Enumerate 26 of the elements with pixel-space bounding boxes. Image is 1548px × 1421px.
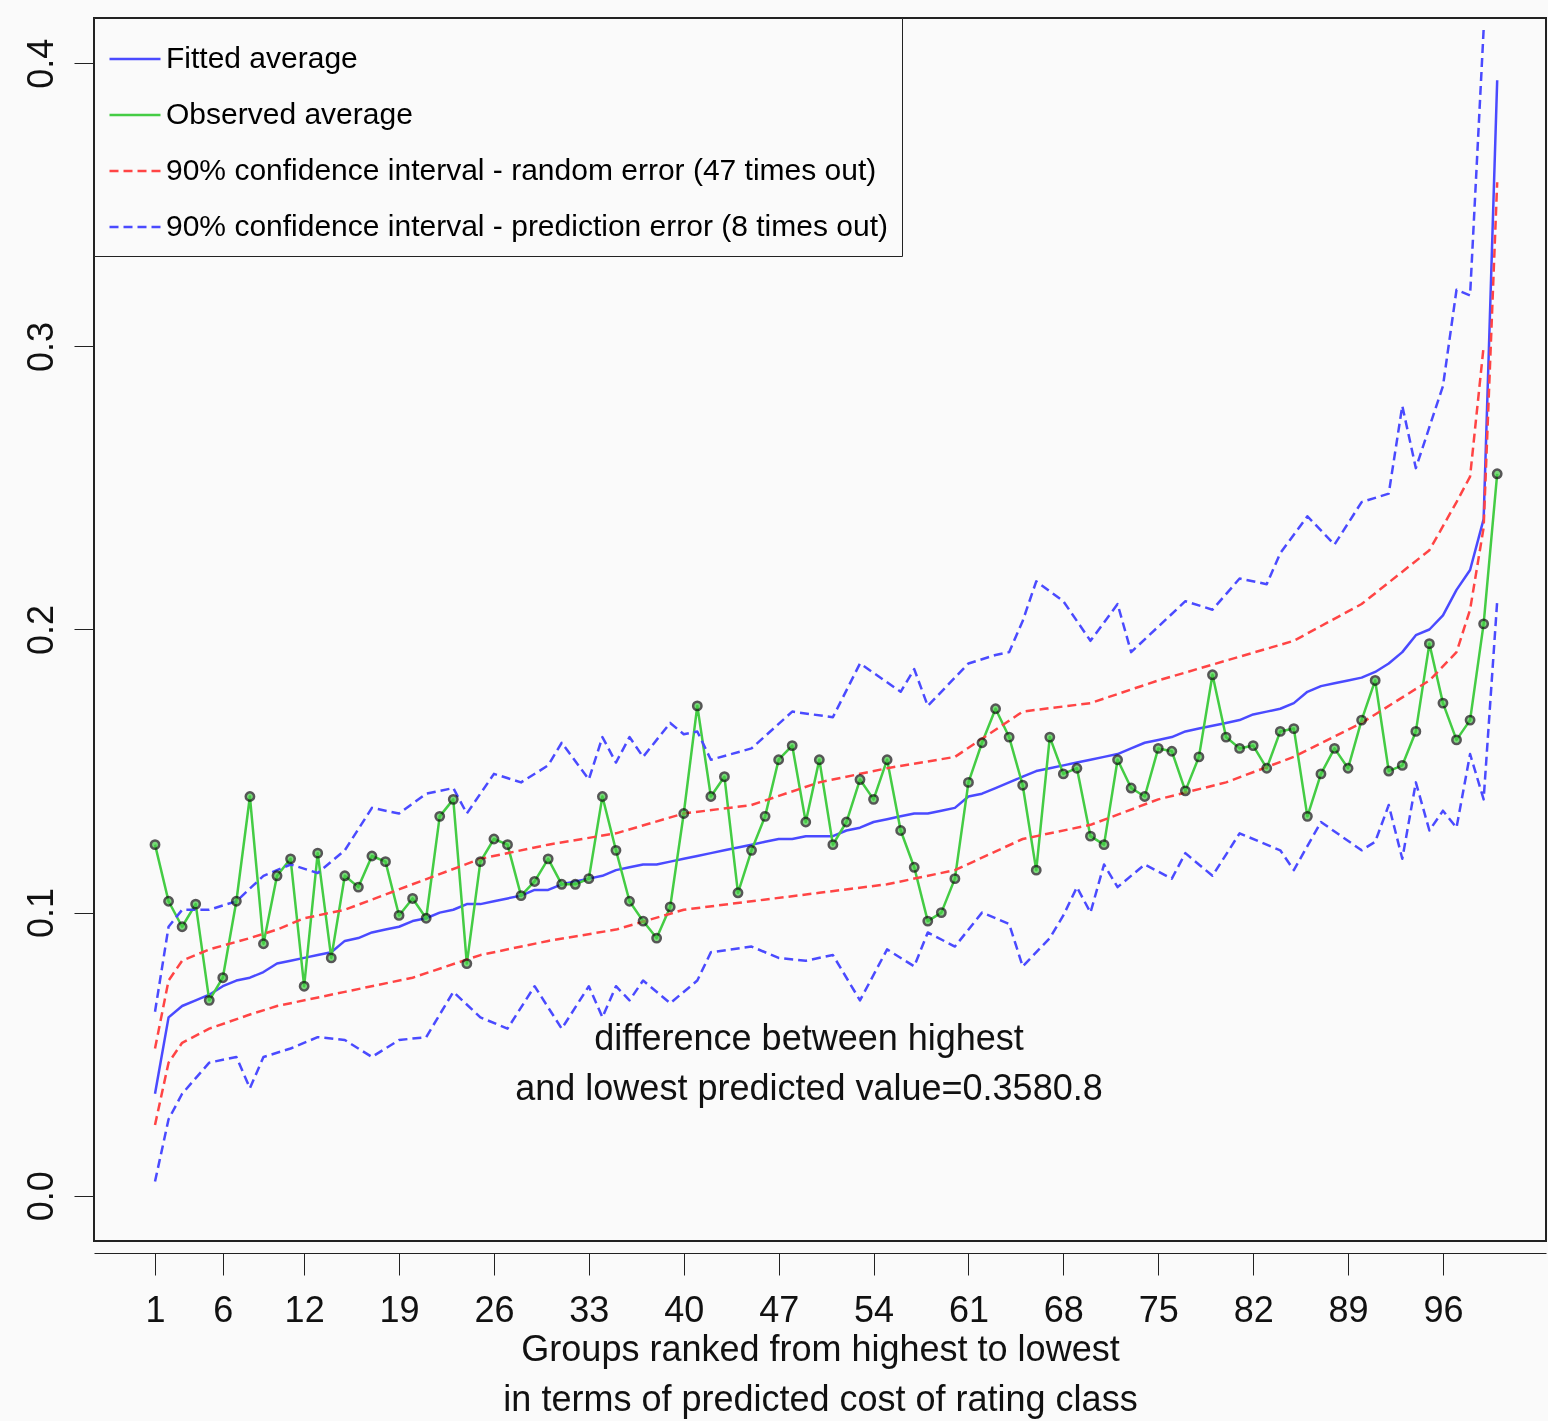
x-axis-title: Groups ranked from highest to lowest in terms of predicted cost of rating class	[503, 1327, 1138, 1419]
x-tick-label: 75	[1138, 1288, 1179, 1330]
x-tick-label: 1	[145, 1288, 166, 1330]
y-tick-label: 0.1	[19, 888, 61, 939]
legend-label: 90% confidence interval - prediction error (8 times out)	[166, 209, 888, 242]
x-tick-label: 26	[474, 1288, 515, 1330]
x-tick-label: 68	[1043, 1288, 1084, 1330]
y-tick-label: 0.0	[19, 1171, 61, 1222]
x-tick-label: 33	[569, 1288, 610, 1330]
annotation: difference between highest and lowest predicted value=0.3580.8	[515, 1016, 1103, 1108]
x-tick-label: 19	[379, 1288, 420, 1330]
y-tick-label: 0.2	[19, 604, 61, 656]
y-tick-label: 0.3	[19, 321, 61, 372]
x-tick-label: 47	[759, 1288, 800, 1330]
x-tick-label: 96	[1423, 1288, 1464, 1330]
x-tick-label: 6	[213, 1288, 234, 1330]
y-tick-label: 0.4	[19, 38, 61, 89]
x-tick-label: 89	[1328, 1288, 1369, 1330]
legend-label: 90% confidence interval - random error (47 times out)	[166, 153, 877, 186]
x-tick-label: 61	[948, 1288, 989, 1330]
x-tick-label: 12	[284, 1288, 325, 1330]
legend-label: Observed average	[166, 97, 413, 130]
x-tick-label: 82	[1233, 1288, 1274, 1330]
legend-label: Fitted average	[166, 41, 358, 74]
x-tick-label: 54	[854, 1288, 895, 1330]
x-tick-label: 40	[664, 1288, 705, 1330]
